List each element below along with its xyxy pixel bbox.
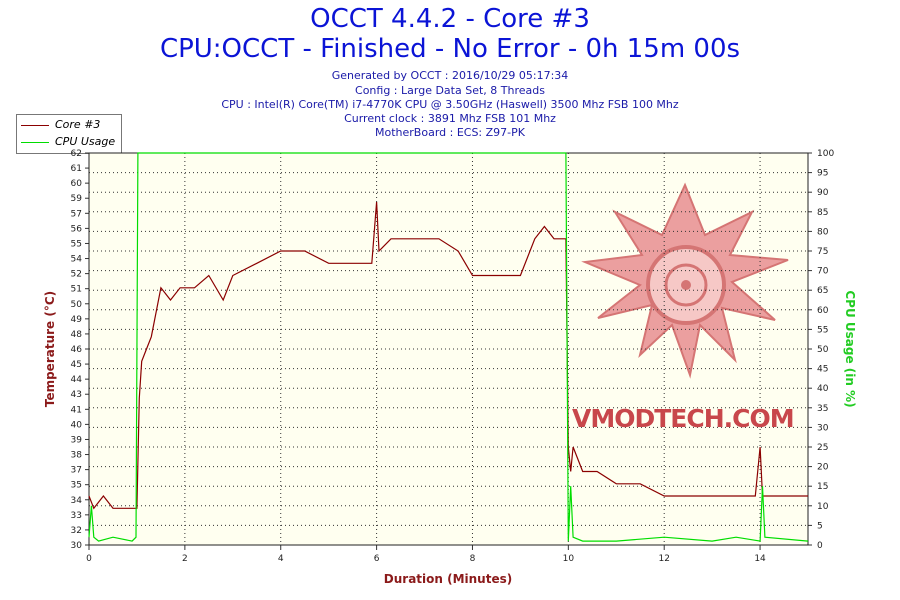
x-tick-label: 10 bbox=[563, 554, 575, 564]
y2-tick-label: 75 bbox=[817, 247, 828, 257]
info-cpu: CPU : Intel(R) Core(TM) i7-4770K CPU @ 3… bbox=[221, 98, 679, 111]
logo-emblem bbox=[581, 182, 789, 379]
info-clock: Current clock : 3891 Mhz FSB 101 Mhz bbox=[344, 112, 556, 125]
y-tick-label: 37 bbox=[71, 466, 82, 476]
y-tick-label: 52 bbox=[71, 270, 82, 280]
y2-tick-label: 65 bbox=[817, 286, 828, 296]
y-tick-label: 46 bbox=[71, 345, 83, 355]
y-tick-label: 33 bbox=[71, 511, 82, 521]
legend-swatch-core bbox=[21, 124, 49, 126]
info-motherboard: MotherBoard : ECS: Z97-PK bbox=[375, 126, 525, 139]
y2-tick-label: 20 bbox=[817, 463, 829, 473]
y2-tick-label: 70 bbox=[817, 267, 829, 277]
y2-axis-label: CPU Usage (in %) bbox=[843, 290, 857, 407]
series-line-usage bbox=[88, 152, 809, 542]
series-layer bbox=[88, 152, 809, 542]
y2-tick-label: 15 bbox=[817, 482, 828, 492]
x-tick-label: 4 bbox=[278, 554, 284, 564]
legend-item-usage: CPU Usage bbox=[21, 134, 115, 150]
x-axis-label: Duration (Minutes) bbox=[384, 572, 512, 586]
y2-tick-label: 90 bbox=[817, 188, 829, 198]
y2-tick-label: 30 bbox=[817, 423, 829, 433]
y-tick-label: 49 bbox=[71, 315, 83, 325]
y-tick-label: 61 bbox=[71, 164, 82, 174]
y2-tick-label: 25 bbox=[817, 443, 828, 453]
legend-item-core: Core #3 bbox=[21, 117, 100, 133]
y-tick-label: 57 bbox=[71, 209, 82, 219]
y-tick-label: 54 bbox=[71, 255, 83, 265]
y-tick-label: 39 bbox=[71, 435, 83, 445]
x-tick-label: 14 bbox=[754, 554, 766, 564]
x-tick-label: 2 bbox=[182, 554, 188, 564]
legend-label-core: Core #3 bbox=[55, 118, 101, 131]
chart-title: OCCT 4.4.2 - Core #3 bbox=[310, 4, 590, 34]
y-tick-label: 56 bbox=[71, 224, 83, 234]
y-tick-label: 38 bbox=[71, 451, 83, 461]
y2-tick-label: 0 bbox=[817, 541, 823, 551]
y2-tick-label: 60 bbox=[817, 306, 829, 316]
y-tick-label: 34 bbox=[71, 496, 83, 506]
legend-label-usage: CPU Usage bbox=[55, 135, 116, 148]
y-tick-label: 43 bbox=[71, 390, 82, 400]
y2-tick-label: 45 bbox=[817, 365, 828, 375]
y-tick-label: 51 bbox=[71, 285, 82, 295]
y-tick-label: 40 bbox=[71, 420, 83, 430]
y2-tick-label: 85 bbox=[817, 208, 828, 218]
grid-lines bbox=[89, 152, 808, 545]
y-tick-label: 60 bbox=[71, 179, 83, 189]
y2-tick-label: 10 bbox=[817, 502, 829, 512]
y-tick-label: 41 bbox=[71, 405, 82, 415]
y2-tick-label: 40 bbox=[817, 384, 829, 394]
x-tick-label: 0 bbox=[86, 554, 92, 564]
y-tick-label: 30 bbox=[71, 541, 83, 551]
legend-swatch-usage bbox=[21, 141, 49, 143]
plot-area bbox=[89, 153, 808, 545]
y-tick-label: 59 bbox=[71, 194, 83, 204]
y-tick-label: 50 bbox=[71, 300, 83, 310]
y-tick-label: 55 bbox=[71, 239, 82, 249]
info-generated: Generated by OCCT : 2016/10/29 05:17:34 bbox=[331, 69, 569, 82]
y2-tick-label: 50 bbox=[817, 345, 829, 355]
watermark-text: VMODTECH.COM bbox=[572, 404, 795, 433]
y2-tick-label: 95 bbox=[817, 169, 828, 179]
chart-subtitle: CPU:OCCT - Finished - No Error - 0h 15m … bbox=[159, 34, 741, 64]
y2-tick-label: 35 bbox=[817, 404, 828, 414]
info-config: Config : Large Data Set, 8 Threads bbox=[355, 84, 545, 97]
y-tick-label: 62 bbox=[71, 149, 82, 159]
y2-tick-label: 55 bbox=[817, 325, 828, 335]
y-tick-label: 48 bbox=[71, 330, 83, 340]
series-line-core bbox=[88, 201, 808, 510]
y-tick-label: 32 bbox=[71, 526, 82, 536]
x-tick-label: 12 bbox=[658, 554, 669, 564]
y2-tick-label: 80 bbox=[817, 227, 829, 237]
y2-tick-label: 100 bbox=[817, 149, 834, 159]
x-tick-label: 6 bbox=[374, 554, 380, 564]
legend: Core #3 CPU Usage bbox=[16, 114, 122, 154]
y2-tick-label: 5 bbox=[817, 521, 823, 531]
y-tick-label: 35 bbox=[71, 481, 82, 491]
x-tick-label: 8 bbox=[470, 554, 476, 564]
y-tick-label: 45 bbox=[71, 360, 82, 370]
y-tick-label: 44 bbox=[71, 375, 83, 385]
y-axis-label: Temperature (°C) bbox=[43, 291, 57, 407]
